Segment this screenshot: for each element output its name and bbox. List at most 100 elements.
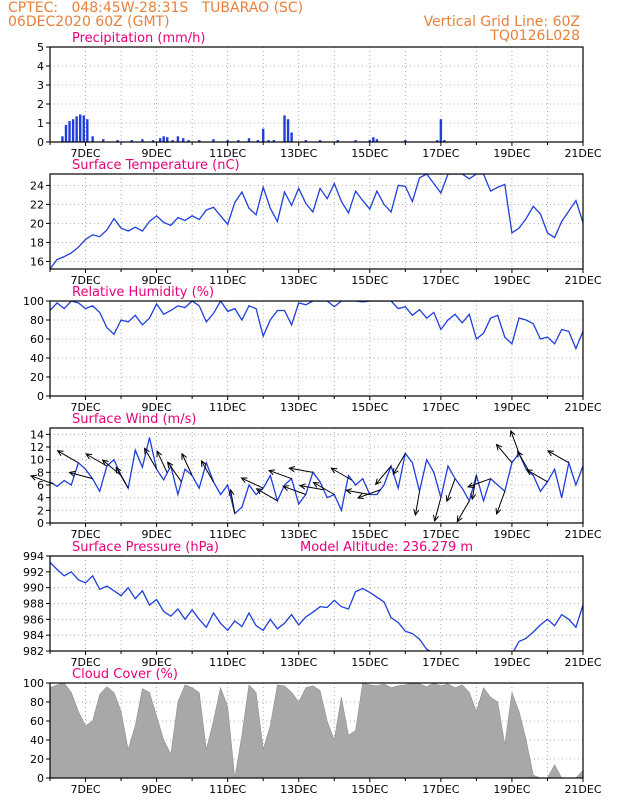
panel-title: Surface Wind (m/s) — [72, 412, 196, 427]
panel-frame — [49, 427, 584, 524]
x-tick-label: 15DEC — [351, 274, 388, 287]
precip-bar — [64, 124, 68, 142]
precip-bar — [82, 115, 85, 142]
precip-bar — [182, 138, 185, 142]
series-line-pressure — [50, 561, 583, 651]
precip-bar — [102, 139, 105, 142]
precip-bar — [158, 138, 162, 142]
x-tick-label: 19DEC — [493, 656, 530, 669]
x-tick-label: 17DEC — [422, 528, 459, 541]
panel-frame — [49, 682, 584, 779]
wind-arrow-head — [240, 477, 248, 483]
wind-arrow-head — [255, 488, 263, 495]
wind-arrow-head — [495, 443, 503, 451]
panel-frame — [49, 300, 584, 397]
precip-bar — [439, 119, 443, 142]
wind-arrow-head — [288, 466, 296, 473]
y-tick-label: 5 — [37, 41, 44, 54]
x-tick-label: 21DEC — [564, 274, 601, 287]
wind-arrow-head — [282, 485, 290, 491]
wind-arrow-shaft — [201, 460, 214, 483]
wind-arrow-shaft — [414, 491, 421, 516]
header-location: CPTEC: 048:45W-28:31S TUBARAO (SC) — [8, 0, 304, 16]
y-tick-label: 2 — [37, 98, 44, 111]
panel-cloud: 0 20 40 60 80 100 7DEC 9DEC 11DEC 13DEC 15DEC 17DEC… — [23, 667, 602, 796]
x-tick-label: 11DEC — [209, 656, 246, 669]
y-tick-label: 984 — [23, 629, 44, 642]
y-tick-label: 0 — [37, 390, 44, 403]
wind-arrow-shaft — [167, 461, 182, 483]
precip-bar — [368, 140, 371, 142]
wind-arrow-head — [144, 447, 150, 455]
precip-bar — [212, 139, 215, 142]
x-tick-label: 7DEC — [70, 783, 100, 796]
x-tick-label: 21DEC — [564, 401, 601, 414]
wind-arrow-shaft — [496, 444, 513, 464]
x-tick-label: 13DEC — [280, 274, 317, 287]
y-tick-label: 1 — [37, 117, 44, 130]
precip-bar — [372, 137, 375, 142]
model-altitude-label: Model Altitude: 236.279 m — [300, 540, 473, 555]
x-tick-label: 7DEC — [70, 656, 100, 669]
wind-arrow-shaft — [357, 489, 381, 499]
y-tick-label: 4 — [37, 60, 44, 73]
wind-arrow-head — [470, 493, 477, 501]
y-tick-label: 0 — [37, 772, 44, 785]
precip-bar — [171, 140, 174, 142]
x-tick-label: 19DEC — [493, 783, 530, 796]
y-tick-label: 60 — [30, 333, 44, 346]
x-tick-label: 11DEC — [209, 147, 246, 160]
x-tick-label: 13DEC — [280, 656, 317, 669]
x-tick-label: 21DEC — [564, 783, 601, 796]
x-tick-label: 11DEC — [209, 783, 246, 796]
wind-arrow-head — [509, 429, 516, 437]
y-tick-label: 2 — [37, 504, 44, 517]
precip-bar — [226, 140, 229, 142]
precip-bar — [176, 136, 180, 142]
wind-arrow-shaft — [496, 491, 506, 515]
y-tick-label: 24 — [30, 179, 44, 192]
wind-arrow-shaft — [289, 467, 314, 473]
wind-arrow-shaft — [181, 453, 193, 476]
precip-bar — [187, 140, 190, 142]
wind-arrow-head — [495, 507, 502, 515]
precip-bar — [86, 119, 89, 142]
x-tick-label: 9DEC — [142, 401, 172, 414]
header-run-time: 06DEC2020 60Z (GMT) — [8, 14, 170, 30]
wind-arrow-head — [456, 515, 463, 523]
wind-arrow-shaft — [346, 489, 370, 495]
x-tick-label: 21DEC — [564, 147, 601, 160]
wind-arrow-shaft — [456, 500, 470, 522]
y-tick-label: 3 — [37, 79, 44, 92]
wind-arrow-shaft — [256, 488, 278, 502]
precip-bar — [272, 140, 276, 142]
wind-arrow-shaft — [446, 478, 456, 502]
wind-arrow-head — [156, 450, 163, 458]
panel-pressure: 982 984 986 988 990 992 994 7DEC 9DEC 11DEC 13DEC 1… — [23, 540, 602, 669]
panel-frame — [49, 173, 584, 270]
wind-arrow-head — [374, 478, 382, 486]
precip-bar — [443, 140, 446, 142]
x-tick-label: 19DEC — [493, 401, 530, 414]
precip-bar — [237, 140, 240, 142]
y-tick-label: 16 — [30, 255, 44, 268]
x-tick-label: 19DEC — [493, 528, 530, 541]
precip-bar — [436, 140, 439, 142]
y-tick-label: 8 — [37, 466, 44, 479]
wind-arrow-shaft — [471, 475, 477, 500]
precip-bar — [116, 140, 119, 142]
header-model-id: TQ0126L028 — [490, 28, 580, 44]
wind-arrow-shaft — [230, 489, 236, 514]
wind-arrow-head — [267, 469, 276, 476]
x-tick-label: 15DEC — [351, 147, 388, 160]
panel-title: Precipitation (mm/h) — [72, 31, 205, 46]
x-tick-label: 9DEC — [142, 783, 172, 796]
y-tick-label: 994 — [23, 550, 44, 563]
x-tick-label: 17DEC — [422, 274, 459, 287]
wind-arrow-head — [547, 450, 555, 457]
header-grid-info: Vertical Grid Line: 60Z — [423, 14, 580, 30]
series-precip — [61, 114, 446, 142]
precip-bar — [247, 138, 251, 142]
x-tick-label: 13DEC — [280, 783, 317, 796]
